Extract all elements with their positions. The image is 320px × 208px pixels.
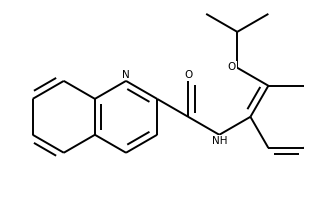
Text: O: O (228, 62, 236, 72)
Text: O: O (184, 70, 192, 80)
Text: NH: NH (212, 136, 227, 146)
Text: N: N (122, 70, 130, 80)
